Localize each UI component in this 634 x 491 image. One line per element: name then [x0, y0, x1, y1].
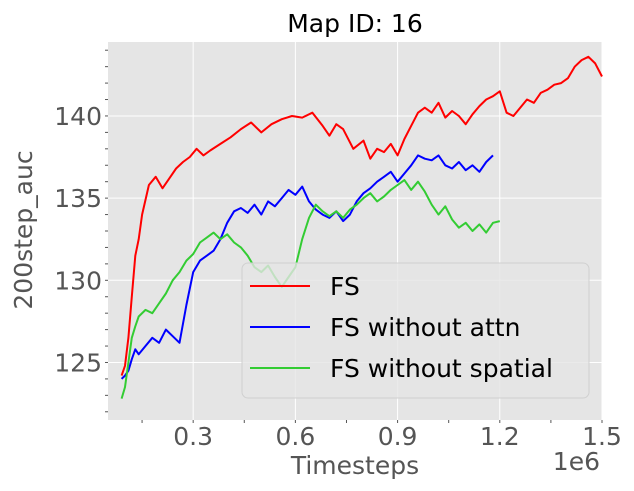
y-tick-label: 140: [54, 102, 102, 131]
x-tick-label: 1.2: [480, 422, 520, 451]
x-tick-label: 0.9: [378, 422, 418, 451]
x-offset-label: 1e6: [553, 447, 600, 476]
y-tick-label: 130: [54, 266, 102, 295]
y-axis-label: 200step_auc: [9, 150, 38, 309]
y-tick-label: 135: [54, 184, 102, 213]
x-tick-label: 0.3: [173, 422, 213, 451]
legend-label-fs-without-spatial: FS without spatial: [330, 354, 553, 383]
x-axis-label: Timesteps: [290, 451, 419, 480]
chart-title: Map ID: 16: [287, 9, 423, 38]
legend: FS FS without attn FS without spatial: [242, 263, 589, 398]
legend-label-fs: FS: [330, 272, 360, 301]
legend-label-fs-without-attn: FS without attn: [330, 313, 520, 342]
y-tick-labels: 125 130 135 140: [54, 102, 102, 378]
x-tick-label: 0.6: [275, 422, 315, 451]
y-tick-label: 125: [54, 348, 102, 377]
